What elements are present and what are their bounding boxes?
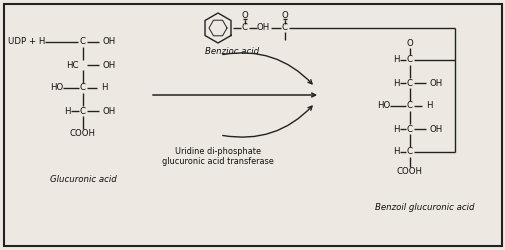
Text: O: O (281, 12, 288, 20)
Text: H: H (393, 148, 399, 156)
Text: H: H (393, 56, 399, 64)
Text: Uridine di-phosphate: Uridine di-phosphate (175, 148, 261, 156)
Text: Glucuronic acid: Glucuronic acid (49, 176, 116, 184)
Text: COOH: COOH (396, 168, 422, 176)
Text: C: C (281, 24, 287, 32)
Text: O: O (406, 40, 413, 48)
Text: HO: HO (376, 102, 389, 110)
Text: C: C (80, 38, 86, 46)
Text: Benzioc acid: Benzioc acid (205, 48, 259, 56)
Text: glucuronic acid transferase: glucuronic acid transferase (162, 158, 273, 166)
Text: COOH: COOH (70, 130, 96, 138)
Text: H: H (425, 102, 432, 110)
Text: OH: OH (256, 24, 269, 32)
Text: Benzoil glucuronic acid: Benzoil glucuronic acid (375, 204, 474, 212)
Text: UDP + H: UDP + H (8, 38, 45, 46)
Text: OH: OH (103, 106, 116, 116)
Text: C: C (80, 106, 86, 116)
Text: H: H (393, 78, 399, 88)
Text: HO: HO (49, 84, 63, 92)
Text: OH: OH (103, 38, 116, 46)
Text: OH: OH (429, 78, 442, 88)
Text: OH: OH (429, 124, 442, 134)
Text: C: C (406, 56, 412, 64)
Text: C: C (406, 78, 412, 88)
Text: H: H (101, 84, 107, 92)
Text: C: C (80, 84, 86, 92)
Text: O: O (241, 12, 248, 20)
Text: C: C (406, 148, 412, 156)
Text: C: C (406, 102, 412, 110)
Text: C: C (241, 24, 247, 32)
Text: C: C (406, 124, 412, 134)
Text: H: H (393, 124, 399, 134)
Text: HC: HC (66, 60, 79, 70)
Text: H: H (64, 106, 71, 116)
Text: OH: OH (103, 60, 116, 70)
